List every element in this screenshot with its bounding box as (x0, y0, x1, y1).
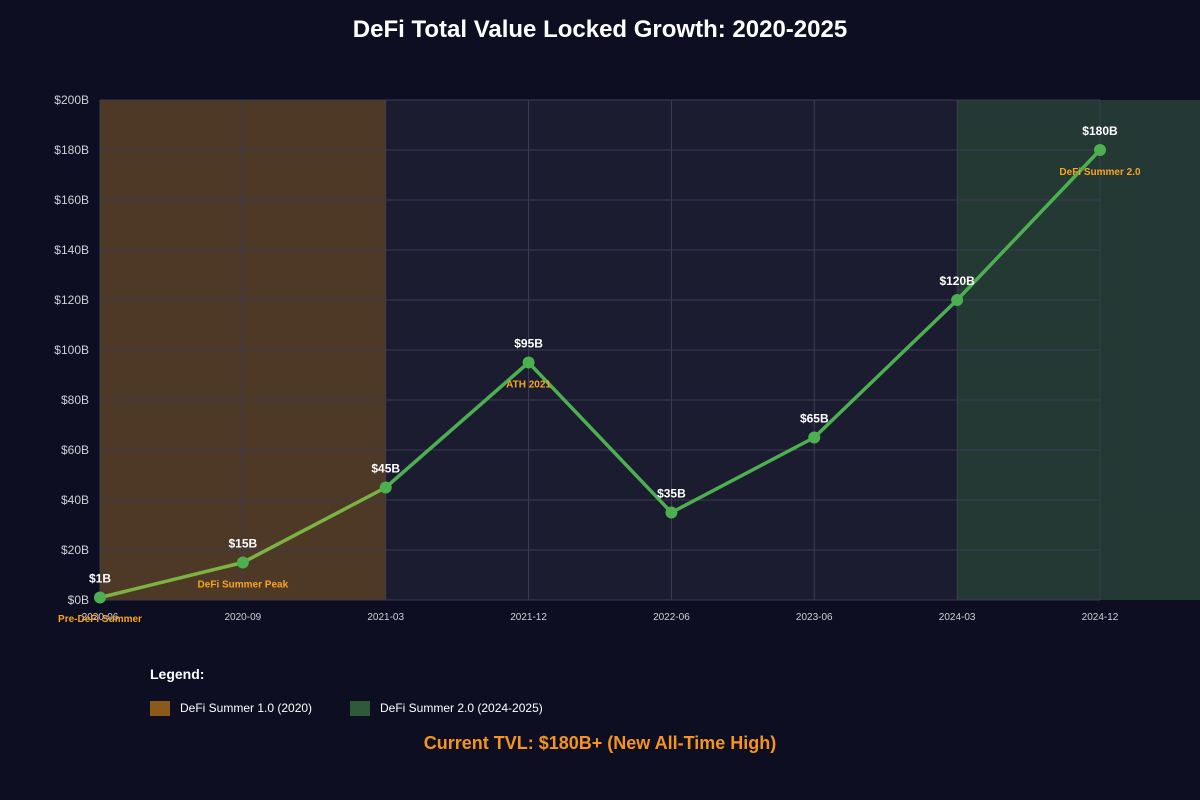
series-line-segment (526, 360, 674, 515)
annotation-label: DeFi Summer 2.0 (1059, 167, 1141, 178)
data-label: $95B (514, 337, 543, 351)
legend-label-defi-summer-1: DeFi Summer 1.0 (2020) (180, 701, 313, 715)
data-point (379, 481, 392, 494)
annotation-label: ATH 2021 (506, 380, 551, 391)
data-point (94, 591, 106, 604)
x-tick-label: 2024-03 (939, 612, 976, 623)
x-tick-label: 2020-06 (82, 612, 119, 623)
annotation-label: Pre-DeFi Summer (58, 614, 142, 625)
x-tick-label: 2022-06 (653, 612, 690, 623)
x-tick-label: 2021-03 (367, 612, 404, 623)
annotation-label: DeFi Summer Peak (198, 580, 289, 591)
legend-swatch-defi-summer-2 (350, 700, 370, 716)
data-point (951, 294, 964, 306)
data-label: $45B (371, 462, 400, 476)
data-point (808, 431, 821, 444)
data-point (236, 556, 249, 569)
legend-swatch-defi-summer-1 (150, 700, 170, 716)
y-tick-label: $120B (54, 293, 89, 307)
y-tick-label: $0B (68, 593, 89, 607)
x-tick-label: 2021-12 (510, 612, 547, 623)
series-line-segment (98, 560, 245, 600)
y-tick-label: $60B (61, 443, 89, 457)
y-tick-label: $160B (54, 193, 89, 207)
data-label: $35B (657, 487, 686, 501)
data-label: $15B (229, 537, 258, 551)
y-tick-label: $40B (61, 493, 89, 507)
series-line-segment (955, 148, 1102, 302)
series-line-segment (669, 435, 817, 515)
data-point (522, 356, 535, 369)
current-tvl-callout: Current TVL: $180B+ (New All-Time High) (423, 733, 777, 753)
y-tick-label: $180B (54, 143, 89, 157)
data-point (665, 506, 678, 519)
x-tick-label: 2023-06 (796, 612, 833, 623)
data-label: $1B (89, 572, 111, 586)
data-point (1093, 144, 1106, 156)
y-tick-label: $80B (61, 393, 89, 407)
y-tick-label: $140B (54, 243, 89, 257)
chart-title: DeFi Total Value Locked Growth: 2020-202… (352, 16, 848, 43)
data-label: $120B (939, 274, 975, 288)
data-label: $65B (800, 412, 829, 426)
legend-item-defi-summer-1: DeFi Summer 1.0 (2020) (150, 700, 312, 716)
y-tick-label: $100B (54, 343, 89, 357)
y-tick-label: $20B (61, 543, 89, 557)
series-line-segment (812, 298, 959, 440)
series-line-segment (383, 360, 531, 490)
data-label: $180B (1082, 124, 1118, 138)
legend-label-defi-summer-2: DeFi Summer 2.0 (2024-2025) (380, 701, 543, 715)
x-tick-label: 2020-09 (225, 612, 262, 623)
legend-item-defi-summer-2: DeFi Summer 2.0 (2024-2025) (350, 700, 543, 716)
y-tick-label: $200B (54, 93, 89, 107)
x-tick-label: 2024-12 (1082, 612, 1119, 623)
series-line-segment (241, 485, 388, 565)
legend-title: Legend: (150, 666, 205, 682)
